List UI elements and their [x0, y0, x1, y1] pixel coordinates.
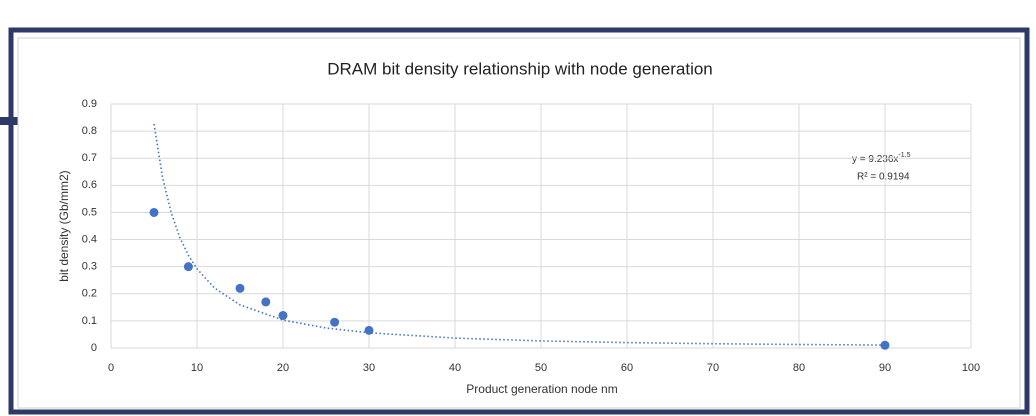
equation-exponent: -1.5 [898, 152, 910, 159]
point [364, 325, 374, 335]
y-axis-label: bit density (Gb/mm2) [57, 170, 71, 281]
y-tick-label: 0 [91, 342, 97, 354]
chart-title: DRAM bit density relationship with node … [327, 59, 713, 78]
point [880, 340, 890, 350]
x-tick-label: 100 [962, 362, 980, 374]
trendline [153, 123, 886, 346]
x-axis-label: Product generation node nm [466, 382, 617, 396]
y-tick-label: 0.8 [82, 125, 97, 137]
x-tick-label: 60 [621, 362, 633, 374]
x-tick-label: 50 [535, 362, 547, 374]
x-tick-label: 40 [449, 362, 461, 374]
y-tick-label: 0.4 [82, 233, 97, 245]
y-tick-label: 0.6 [82, 179, 97, 191]
y-tick-label: 0.1 [82, 315, 97, 327]
equation: y = 9.236x [852, 154, 898, 165]
point [278, 310, 288, 320]
y-tick-label: 0.2 [82, 288, 97, 300]
trendline-equation: y = 9.236x-1.5 [852, 152, 911, 165]
x-tick-label: 30 [363, 362, 375, 374]
x-tick-label: 90 [879, 362, 891, 374]
y-tick-label: 0.5 [82, 206, 97, 218]
x-tick-label: 70 [707, 362, 719, 374]
r-squared: R² = 0.9194 [857, 172, 910, 183]
x-tick-label: 80 [793, 362, 805, 374]
x-tick-label: 20 [277, 362, 289, 374]
point [149, 207, 159, 217]
x-tick-label: 10 [191, 362, 203, 374]
point [330, 317, 340, 327]
point [261, 297, 271, 307]
y-tick-label: 0.9 [82, 98, 97, 110]
y-tick-label: 0.7 [82, 152, 97, 164]
point [183, 262, 193, 272]
x-tick-label: 0 [108, 362, 114, 374]
y-tick-label: 0.3 [82, 261, 97, 273]
chart-border [17, 37, 1021, 409]
point [235, 283, 245, 293]
